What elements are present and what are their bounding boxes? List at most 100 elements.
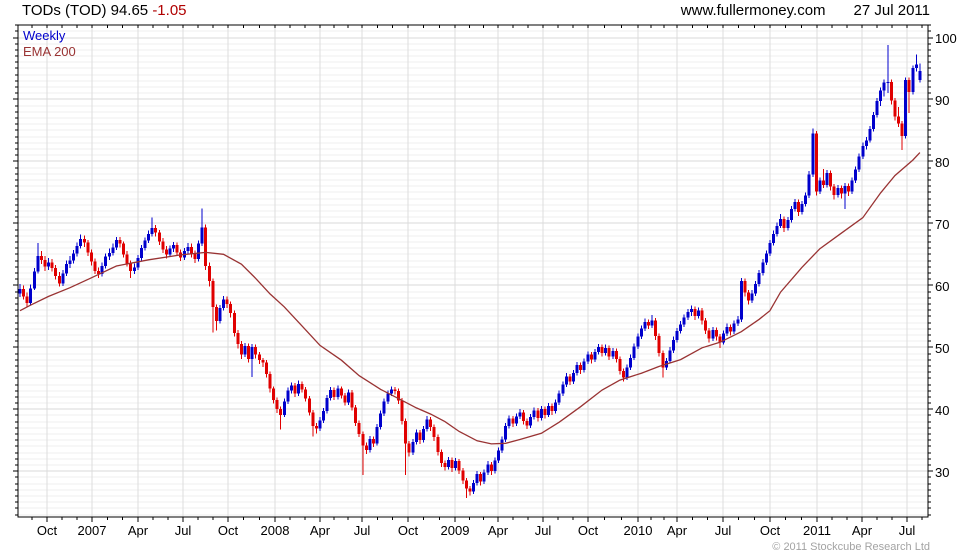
candle-body <box>732 323 736 332</box>
instrument-title: TODs (TOD) 94.65 -1.05 <box>22 2 187 19</box>
candle-body <box>682 317 686 325</box>
candle-body <box>254 347 258 355</box>
candle-body <box>561 384 565 394</box>
x-axis-label: Jul <box>354 523 371 538</box>
candle-body <box>97 271 101 275</box>
candle-body <box>729 326 733 332</box>
candle-body <box>79 238 83 247</box>
candle-body <box>882 82 886 91</box>
candle-body <box>264 362 268 374</box>
candle-body <box>532 410 536 418</box>
plot-border <box>17 24 929 518</box>
candle-body <box>871 114 875 130</box>
x-axis-label: Oct <box>37 523 58 538</box>
candle-body <box>72 253 76 261</box>
candle-body <box>775 225 779 234</box>
candle-body <box>529 417 533 426</box>
candle-body <box>900 123 904 136</box>
candle-body <box>486 464 490 473</box>
candle-body <box>586 354 590 362</box>
candle-body <box>347 392 351 403</box>
candle-body <box>36 256 40 272</box>
candle-body <box>818 180 822 192</box>
candle-body <box>793 202 797 210</box>
candle-body <box>57 275 61 284</box>
candle-body <box>207 266 211 281</box>
candle-body <box>304 389 308 399</box>
candle-body <box>468 488 472 492</box>
x-axis-label: Jul <box>175 523 192 538</box>
legend-ema-label: EMA 200 <box>23 44 76 59</box>
candle-body <box>236 332 240 345</box>
candle-body <box>132 267 136 271</box>
candle-body <box>43 259 47 267</box>
candle-body <box>464 480 468 489</box>
candle-body <box>579 365 583 371</box>
candle-body <box>550 406 554 412</box>
x-axis-label: Jul <box>715 523 732 538</box>
candle-body <box>614 350 618 359</box>
candle-body <box>386 393 390 402</box>
candle-body <box>118 240 122 244</box>
chart-date: 27 Jul 2011 <box>853 2 930 19</box>
candle-body <box>482 472 486 482</box>
candle-body <box>300 383 304 390</box>
candle-body <box>536 410 540 418</box>
candle-body <box>814 133 818 192</box>
candle-body <box>222 299 226 309</box>
legend-weekly-label: Weekly <box>23 28 66 43</box>
candle-body <box>789 209 793 221</box>
x-axis-label: Oct <box>218 523 239 538</box>
x-axis-label: Jul <box>899 523 916 538</box>
candle-body <box>689 308 693 312</box>
candle-body <box>232 313 236 333</box>
candle-body <box>904 80 908 136</box>
candle-body <box>821 180 825 185</box>
candle-body <box>700 310 704 321</box>
candle-body <box>589 354 593 360</box>
candle-body <box>800 204 804 213</box>
candle-body <box>325 398 329 412</box>
candle-body <box>572 373 576 382</box>
candle-body <box>432 427 436 438</box>
candle-body <box>597 347 601 353</box>
candle-body <box>497 450 501 461</box>
candle-body <box>604 347 608 353</box>
candle-body <box>75 246 79 254</box>
candle-body <box>311 412 315 426</box>
candle-body <box>864 140 868 146</box>
candle-body <box>893 100 897 117</box>
candle-body <box>125 254 129 264</box>
candle-body <box>679 324 683 332</box>
candle-body <box>857 156 861 170</box>
y-axis-label: 40 <box>935 403 949 418</box>
candle-body <box>811 133 815 175</box>
candle-body <box>582 361 586 371</box>
candle-body <box>896 116 900 124</box>
candle-body <box>839 187 843 194</box>
candle-body <box>593 352 597 360</box>
candle-body <box>611 350 615 357</box>
chart-legend: Weekly EMA 200 <box>23 28 76 60</box>
candle-body <box>554 402 558 412</box>
candle-body <box>382 401 386 414</box>
candle-body <box>879 90 883 102</box>
candle-body <box>204 227 208 267</box>
x-axis-label: Apr <box>852 523 873 538</box>
candle-body <box>779 218 783 226</box>
candle-body <box>197 243 201 260</box>
y-axis-label: 30 <box>935 465 949 480</box>
candle-body <box>39 256 43 260</box>
candle-body <box>164 249 168 255</box>
candle-body <box>875 101 879 115</box>
candle-body <box>282 401 286 415</box>
candle-body <box>211 280 215 307</box>
candle-body <box>443 463 447 467</box>
candle-body <box>675 331 679 340</box>
candle-body <box>543 409 547 415</box>
candle-body <box>68 260 72 265</box>
candle-body <box>714 329 718 337</box>
candle-body <box>50 262 54 268</box>
candle-body <box>643 321 647 329</box>
candle-body <box>364 445 368 451</box>
